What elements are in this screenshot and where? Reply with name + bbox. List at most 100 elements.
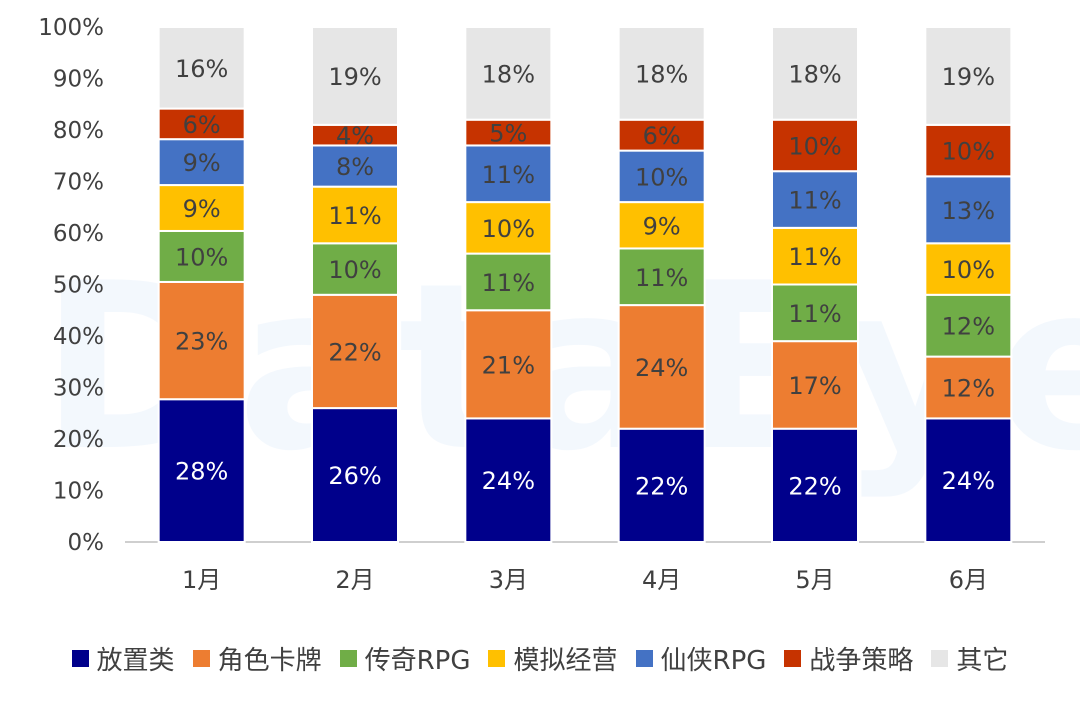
data-label: 24% — [482, 467, 535, 495]
data-label: 10% — [328, 256, 381, 284]
bar-segment — [157, 280, 246, 401]
data-label: 22% — [328, 338, 381, 366]
y-tick-label: 10% — [53, 479, 104, 505]
bar-segment — [617, 247, 706, 307]
bar-segment — [464, 417, 553, 543]
data-label: 19% — [328, 63, 381, 91]
legend-label: 战争策略 — [809, 646, 914, 676]
bar-segment — [771, 340, 859, 430]
bar-segment — [617, 427, 706, 544]
bar-segment — [157, 398, 246, 543]
bar-segment — [617, 26, 706, 121]
bar-segment — [771, 283, 859, 343]
data-label: 11% — [482, 269, 535, 297]
data-label: 16% — [175, 55, 228, 83]
bar-segment — [924, 26, 1013, 126]
legend-item: 角色卡牌 — [192, 640, 322, 677]
legend-label: 仙侠RPG — [660, 646, 767, 676]
bar-segment — [464, 144, 553, 204]
legend-swatch — [931, 650, 949, 667]
data-label: 10% — [635, 163, 688, 191]
data-label: 11% — [328, 202, 381, 230]
bar-segment — [464, 252, 553, 312]
chart-legend: 放置类 角色卡牌 传奇RPG 模拟经营 仙侠RPG 战争策略 其它 — [0, 640, 1080, 677]
data-label: 13% — [942, 197, 995, 225]
x-tick-label: 4月 — [642, 566, 681, 594]
data-label: 12% — [942, 375, 995, 403]
y-tick-label: 50% — [53, 273, 104, 299]
bar-segment — [464, 201, 553, 255]
bar-segment — [924, 123, 1013, 178]
bar-segment — [157, 138, 246, 187]
legend-label: 模拟经营 — [513, 646, 618, 676]
data-label: 24% — [942, 467, 995, 495]
bar-segment — [617, 304, 706, 430]
legend-swatch — [784, 650, 802, 667]
bar-segment — [157, 184, 246, 232]
y-tick-label: 90% — [53, 67, 104, 93]
bar-segment — [464, 309, 553, 420]
data-label: 5% — [489, 120, 527, 148]
bar-segment — [311, 26, 399, 126]
legend-item: 传奇RPG — [339, 640, 471, 677]
bar-segment — [464, 26, 553, 121]
legend-label: 放置类 — [96, 646, 175, 676]
data-label: 10% — [942, 256, 995, 284]
bar-segment — [924, 293, 1013, 358]
data-label: 11% — [635, 264, 688, 292]
legend-item: 其它 — [931, 640, 1008, 677]
bar-segment — [311, 293, 399, 410]
legend-item: 仙侠RPG — [635, 640, 767, 677]
data-label: 10% — [788, 132, 841, 160]
data-label: 9% — [643, 212, 681, 240]
legend-swatch — [635, 650, 653, 667]
data-label: 26% — [328, 462, 381, 490]
data-label: 24% — [635, 354, 688, 382]
x-tick-label: 5月 — [795, 566, 834, 594]
data-label: 22% — [635, 472, 688, 500]
bar-segment — [771, 26, 859, 121]
data-label: 10% — [482, 215, 535, 243]
data-label: 11% — [788, 243, 841, 271]
bar-segment — [924, 242, 1013, 296]
y-tick-label: 80% — [53, 118, 104, 144]
data-label: 21% — [482, 351, 535, 379]
legend-swatch — [71, 650, 89, 667]
data-label: 10% — [942, 138, 995, 166]
bar-segment — [311, 185, 399, 245]
data-label: 19% — [942, 63, 995, 91]
bar-segment — [311, 407, 399, 543]
data-label: 10% — [175, 243, 228, 271]
y-tick-label: 40% — [53, 324, 104, 350]
data-label: 18% — [635, 60, 688, 88]
y-tick-label: 0% — [68, 530, 105, 556]
y-tick-label: 60% — [53, 221, 104, 247]
data-label: 9% — [183, 195, 221, 223]
data-label: 11% — [482, 161, 535, 189]
legend-swatch — [488, 650, 506, 667]
legend-label: 传奇RPG — [364, 646, 471, 676]
y-tick-label: 70% — [53, 170, 104, 196]
y-tick-label: 30% — [53, 376, 104, 402]
data-label: 17% — [788, 372, 841, 400]
data-label: 23% — [175, 328, 228, 356]
legend-item: 模拟经营 — [488, 640, 618, 677]
x-tick-label: 2月 — [335, 566, 374, 594]
data-label: 6% — [183, 111, 221, 139]
y-tick-label: 100% — [38, 15, 104, 41]
data-label: 9% — [183, 149, 221, 177]
bar-segment — [157, 26, 246, 110]
bar-segment — [617, 201, 706, 250]
bar-segment — [771, 427, 859, 544]
data-label: 28% — [175, 458, 228, 486]
data-label: 18% — [788, 60, 841, 88]
data-label: 4% — [336, 122, 374, 150]
bar-segment — [924, 355, 1013, 420]
data-label: 8% — [336, 153, 374, 181]
data-label: 12% — [942, 313, 995, 341]
x-tick-label: 3月 — [489, 566, 528, 594]
data-label: 11% — [788, 300, 841, 328]
bar-segment — [617, 149, 706, 204]
legend-item: 放置类 — [71, 640, 175, 677]
